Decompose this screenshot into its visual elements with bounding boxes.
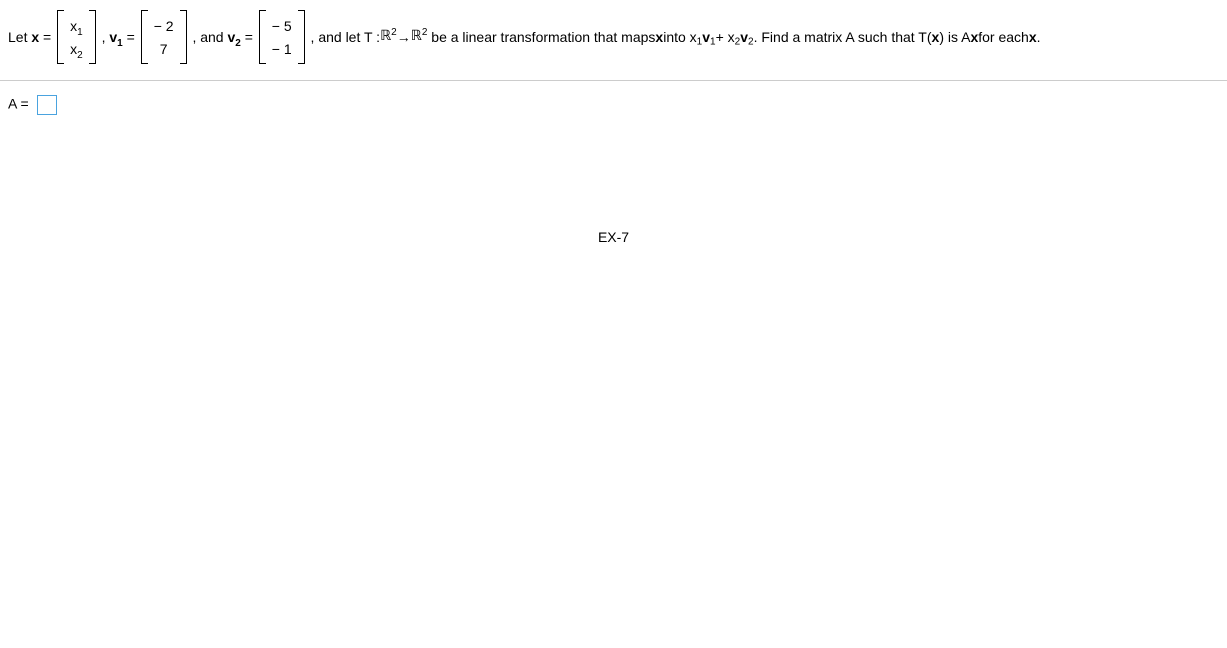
text-let: Let	[8, 27, 27, 47]
plus: + x	[716, 27, 735, 47]
x-top-sub: 1	[77, 26, 83, 37]
into: into x	[663, 27, 696, 47]
v2-top: − 5	[272, 16, 292, 36]
footer-label: EX-7	[0, 129, 1227, 245]
matrix-v1: − 2 7	[141, 10, 187, 64]
a-eq-label: A =	[8, 96, 33, 112]
x-bold2: x	[932, 27, 940, 47]
comma1: ,	[102, 27, 106, 47]
x-bot-sub: 2	[77, 49, 83, 60]
r1: ℝ	[380, 27, 391, 47]
matrix-x: x1 x2	[57, 10, 96, 64]
x-bold4: x	[1029, 27, 1037, 47]
x-bold3: x	[970, 27, 978, 47]
answer-row: A =	[0, 81, 1227, 129]
tail1: , and let T :	[311, 27, 381, 47]
tail5: for each	[978, 27, 1029, 47]
comma2: , and	[192, 27, 223, 47]
answer-input[interactable]	[37, 95, 57, 115]
eq2: =	[127, 27, 135, 47]
eq3: =	[245, 27, 253, 47]
v-b: v	[740, 27, 748, 47]
v-a: v	[702, 27, 710, 47]
r2: ℝ	[411, 27, 422, 47]
x-label: x	[31, 27, 39, 47]
period: .	[1037, 27, 1041, 47]
x-bold: x	[655, 27, 663, 47]
v1-bot: 7	[154, 39, 174, 59]
v1-top: − 2	[154, 16, 174, 36]
tail2: be a linear transformation that maps	[431, 27, 655, 47]
v1-sub: 1	[117, 38, 123, 49]
v1-label: v	[109, 29, 117, 45]
matrix-v2: − 5 − 1	[259, 10, 305, 64]
problem-statement: Let x = x1 x2 , v1 = − 2 7 , and v2 =	[0, 0, 1227, 81]
eq1: =	[43, 27, 51, 47]
arrow: →	[397, 27, 411, 47]
v2-bot: − 1	[272, 39, 292, 59]
v2-sub: 2	[235, 38, 241, 49]
tail4: ) is A	[939, 27, 970, 47]
tail3: . Find a matrix A such that T(	[754, 27, 932, 47]
sup2: 2	[422, 27, 428, 38]
